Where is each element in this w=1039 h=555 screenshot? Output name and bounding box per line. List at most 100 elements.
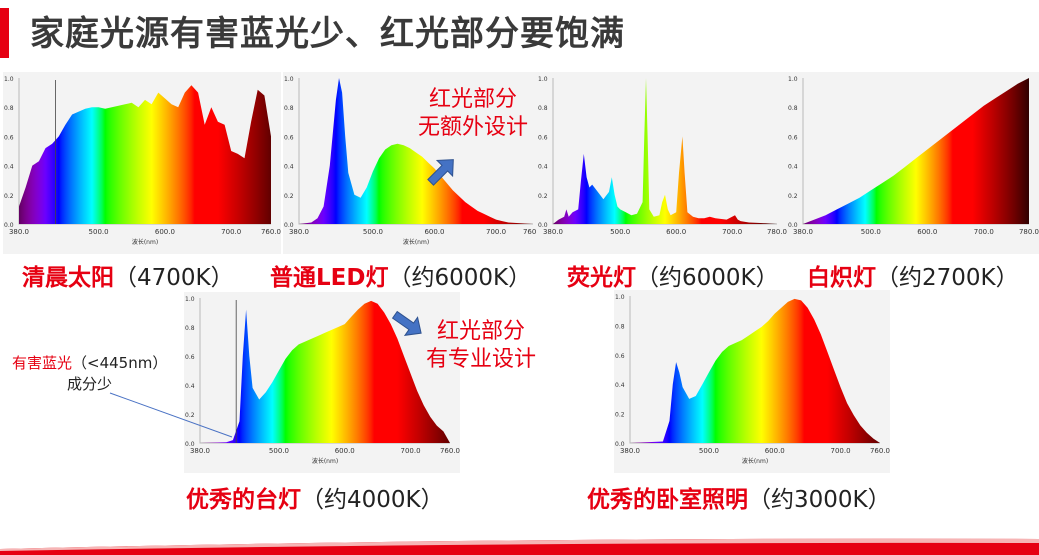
x-tick-label: 760.0 — [870, 447, 890, 455]
y-tick-label: 0.4 — [284, 164, 294, 171]
x-tick-label: 700.0 — [401, 447, 421, 455]
y-tick-label: 0.2 — [185, 412, 195, 419]
annotation-led-line1: 红光部分 — [429, 87, 518, 112]
caption-fluorescent: 荧光灯（约6000K） — [567, 265, 779, 291]
y-tick-label: 0.2 — [538, 193, 548, 200]
x-tick-label: 600.0 — [917, 228, 937, 236]
y-tick-label: 0.8 — [615, 323, 625, 330]
x-tick-label: 780.0 — [767, 228, 787, 236]
x-tick-label: 700.0 — [831, 447, 851, 455]
y-tick-label: 0.0 — [788, 222, 798, 229]
x-tick-label: 500.0 — [861, 228, 881, 236]
x-tick-label: 380.0 — [289, 228, 309, 236]
x-tick-label: 500.0 — [269, 447, 289, 455]
y-tick-label: 0.0 — [615, 441, 625, 448]
x-tick-label: 600.0 — [335, 447, 355, 455]
harmful-blue-note: 有害蓝光（<445nm） 成分少 — [12, 353, 167, 395]
x-tick-label: 700.0 — [221, 228, 241, 236]
caption-incandescent: 白炽灯（约2700K） — [807, 265, 1019, 291]
y-tick-label: 0.4 — [185, 383, 195, 390]
chart-incandescent: 1.0 0.8 0.6 0.4 0.2 0.0 380.0 500.0 600.0 700.0 78… — [787, 72, 1039, 254]
spectrum-series — [553, 78, 777, 224]
arrow-icon-desk — [391, 310, 422, 336]
x-tick-label: 500.0 — [363, 228, 383, 236]
x-axis-label: 波长(nm) — [742, 457, 768, 465]
note-range: （<445nm） — [72, 354, 168, 372]
arrow-icon-led — [427, 159, 454, 186]
y-tick-label: 1.0 — [538, 76, 548, 83]
x-tick-label: 600.0 — [765, 447, 785, 455]
y-tick-label: 0.4 — [4, 164, 14, 171]
y-tick-label: 0.6 — [284, 134, 294, 141]
title-accent-bar — [0, 8, 9, 58]
chart-led: 1.0 0.8 0.6 0.4 0.2 0.0 380.0 500.0 600.0 700.0 76… — [283, 72, 543, 254]
spectrum-series — [19, 85, 271, 224]
x-axis-label: 波长(nm) — [403, 238, 429, 246]
spectrum-series — [630, 298, 880, 443]
spectrum-series — [299, 78, 533, 224]
x-tick-label: 500.0 — [610, 228, 630, 236]
chart-sunlight: 1.0 0.8 0.6 0.4 0.2 0.0 380.0 500.0 600.0 700.0 76… — [3, 72, 281, 254]
caption-bedroom: 优秀的卧室照明（约3000K） — [587, 487, 891, 513]
x-tick-label: 600.0 — [666, 228, 686, 236]
x-tick-label: 600.0 — [155, 228, 175, 236]
x-tick-label: 380.0 — [190, 447, 210, 455]
y-tick-label: 1.0 — [185, 296, 195, 303]
x-axis-label: 波长(nm) — [132, 238, 158, 246]
caption-sunlight: 清晨太阳（4700K） — [22, 265, 234, 291]
y-tick-label: 0.6 — [185, 354, 195, 361]
y-tick-label: 0.6 — [4, 134, 14, 141]
y-tick-label: 0.2 — [4, 193, 14, 200]
spectrum-series — [200, 300, 450, 443]
spectrum-series — [803, 78, 1029, 224]
y-tick-label: 1.0 — [4, 76, 14, 83]
x-tick-label: 700.0 — [722, 228, 742, 236]
x-tick-label: 700.0 — [974, 228, 994, 236]
x-tick-label: 380.0 — [543, 228, 563, 236]
y-tick-label: 0.0 — [4, 222, 14, 229]
annotation-led: 红光部分 无额外设计 — [418, 86, 528, 142]
x-tick-label: 700.0 — [486, 228, 506, 236]
y-tick-label: 0.6 — [615, 353, 625, 360]
y-tick-label: 0.8 — [4, 105, 14, 112]
caption-led: 普通LED灯（约6000K） — [270, 265, 532, 291]
y-tick-label: 0.8 — [788, 105, 798, 112]
chart-desk: 1.0 0.8 0.6 0.4 0.2 0.0 380.0 500.0 600.0 700.0 76… — [184, 292, 460, 473]
y-tick-label: 1.0 — [788, 76, 798, 83]
x-tick-label: 380.0 — [793, 228, 813, 236]
x-tick-label: 760.0 — [523, 228, 543, 236]
y-tick-label: 0.4 — [788, 164, 798, 171]
caption-desk: 优秀的台灯（约4000K） — [186, 487, 444, 513]
annotation-desk-line1: 红光部分 — [437, 319, 526, 344]
y-tick-label: 0.6 — [788, 134, 798, 141]
x-tick-label: 380.0 — [9, 228, 29, 236]
footer-swoosh — [0, 538, 1039, 555]
chart-fluorescent: 1.0 0.8 0.6 0.4 0.2 0.0 380.0 500.0 600.0 700.0 78… — [537, 72, 787, 254]
y-tick-label: 0.0 — [185, 441, 195, 448]
y-tick-label: 0.4 — [538, 164, 548, 171]
annotation-desk-line2: 有专业设计 — [426, 347, 537, 372]
y-tick-label: 0.8 — [185, 325, 195, 332]
note-line2: 成分少 — [67, 375, 113, 393]
annotation-led-line2: 无额外设计 — [418, 115, 529, 140]
y-tick-label: 0.2 — [615, 412, 625, 419]
page-title: 家庭光源有害蓝光少、红光部分要饱满 — [30, 14, 625, 54]
x-tick-label: 500.0 — [699, 447, 719, 455]
y-tick-label: 0.8 — [538, 105, 548, 112]
y-tick-label: 0.2 — [788, 193, 798, 200]
x-tick-label: 780.0 — [1019, 228, 1039, 236]
x-axis-label: 波长(nm) — [312, 457, 338, 465]
y-tick-label: 0.0 — [284, 222, 294, 229]
y-tick-label: 0.6 — [538, 134, 548, 141]
y-tick-label: 0.4 — [615, 382, 625, 389]
x-tick-label: 760.0 — [440, 447, 460, 455]
y-tick-label: 1.0 — [284, 76, 294, 83]
x-tick-label: 760.0 — [261, 228, 281, 236]
y-tick-label: 0.8 — [284, 105, 294, 112]
y-tick-label: 0.2 — [284, 193, 294, 200]
note-red: 有害蓝光 — [12, 354, 73, 372]
y-tick-label: 0.0 — [538, 222, 548, 229]
x-tick-label: 380.0 — [620, 447, 640, 455]
y-tick-label: 1.0 — [615, 294, 625, 301]
